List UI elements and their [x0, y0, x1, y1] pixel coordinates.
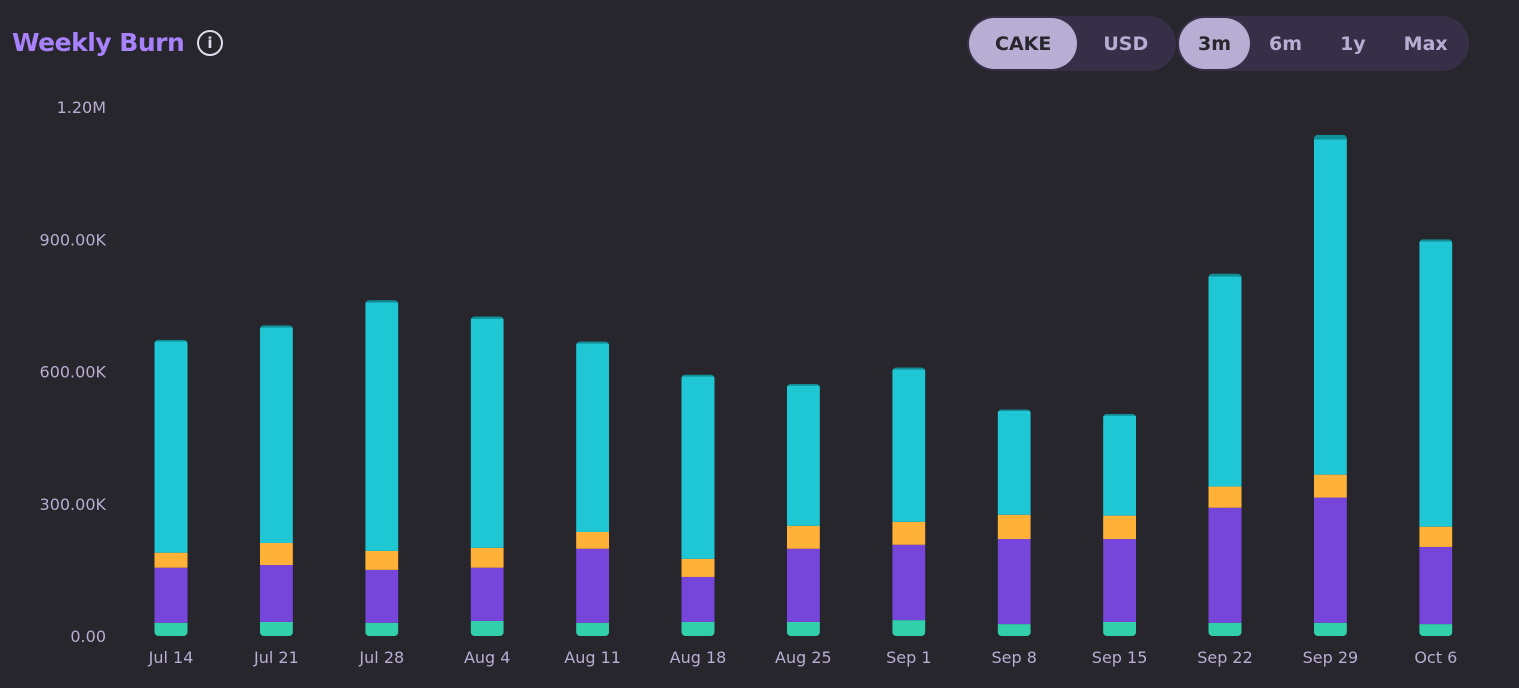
bar-segment-sep-1-s4[interactable]	[892, 367, 926, 370]
range-toggle: 3m 6m 1y Max	[1177, 16, 1469, 71]
bar-segment-aug-18-s3[interactable]	[681, 376, 715, 559]
bar-segment-aug-18-s1[interactable]	[681, 576, 715, 622]
x-tick-label: Sep 22	[1197, 648, 1253, 667]
bar-segment-oct-6-s1[interactable]	[1419, 546, 1453, 625]
bar-segment-sep-1-s3[interactable]	[892, 369, 926, 522]
bar-segment-sep-8-s4[interactable]	[997, 409, 1031, 411]
y-tick-label: 300.00K	[40, 495, 107, 514]
bar-segment-oct-6-s0[interactable]	[1419, 624, 1453, 636]
bar-segment-aug-11-s4[interactable]	[576, 341, 610, 344]
bar-segment-jul-21-s4[interactable]	[259, 325, 293, 328]
x-tick-label: Aug 25	[775, 648, 832, 667]
bar-segment-sep-8-s2[interactable]	[997, 514, 1031, 540]
bar-segment-sep-22-s3[interactable]	[1208, 276, 1242, 487]
bar-segment-jul-14-s3[interactable]	[154, 341, 188, 553]
x-tick-label: Jul 21	[253, 648, 299, 667]
bar-segment-sep-29-s2[interactable]	[1313, 474, 1347, 498]
bar-segment-sep-1-s2[interactable]	[892, 521, 926, 545]
bar-segment-aug-25-s4[interactable]	[786, 383, 820, 386]
bar-segment-jul-21-s3[interactable]	[259, 327, 293, 543]
x-tick-label: Aug 18	[670, 648, 727, 667]
bar-segment-sep-22-s2[interactable]	[1208, 486, 1242, 508]
bar-segment-aug-11-s0[interactable]	[576, 622, 610, 636]
range-option-1y[interactable]: 1y	[1340, 32, 1366, 55]
y-tick-label: 0.00	[70, 627, 106, 646]
bar-segment-sep-29-s4[interactable]	[1313, 134, 1347, 140]
x-tick-label: Sep 29	[1303, 648, 1359, 667]
range-option-max[interactable]: Max	[1403, 32, 1448, 55]
bar-segment-jul-28-s2[interactable]	[365, 550, 399, 570]
bar-segment-jul-28-s3[interactable]	[365, 302, 399, 551]
bar-segment-aug-18-s4[interactable]	[681, 374, 715, 377]
bar-segment-sep-8-s1[interactable]	[997, 539, 1031, 625]
currency-option-cake[interactable]: CAKE	[969, 18, 1078, 69]
bar-segment-sep-8-s0[interactable]	[997, 624, 1031, 636]
bar-segment-aug-11-s1[interactable]	[576, 548, 610, 623]
x-tick-label: Jul 14	[148, 648, 194, 667]
chart-title: Weekly Burn	[12, 28, 185, 57]
bar-segment-aug-4-s3[interactable]	[470, 318, 504, 548]
x-tick-label: Sep 1	[886, 648, 931, 667]
bar-segment-sep-15-s1[interactable]	[1103, 539, 1137, 622]
bar-segment-jul-14-s0[interactable]	[154, 622, 188, 636]
bar-segment-sep-8-s3[interactable]	[997, 410, 1031, 515]
range-option-3m[interactable]: 3m	[1179, 18, 1251, 69]
x-tick-label: Sep 15	[1092, 648, 1148, 667]
x-tick-label: Aug 11	[564, 648, 621, 667]
x-tick-label: Sep 8	[991, 648, 1036, 667]
y-tick-label: 1.20M	[57, 98, 106, 117]
x-tick-label: Oct 6	[1414, 648, 1457, 667]
bar-segment-sep-22-s1[interactable]	[1208, 507, 1242, 623]
x-tick-label: Aug 4	[464, 648, 511, 667]
range-option-6m[interactable]: 6m	[1269, 32, 1303, 55]
bar-segment-jul-28-s0[interactable]	[365, 622, 399, 636]
bar-segment-aug-18-s2[interactable]	[681, 558, 715, 577]
bar-segment-sep-22-s4[interactable]	[1208, 273, 1242, 277]
bar-segment-jul-28-s4[interactable]	[365, 300, 399, 303]
bar-segment-sep-15-s3[interactable]	[1103, 415, 1137, 516]
bar-segment-oct-6-s4[interactable]	[1419, 239, 1453, 242]
currency-option-usd[interactable]: USD	[1103, 32, 1149, 55]
bar-segment-aug-4-s1[interactable]	[470, 567, 504, 622]
bar-segment-aug-4-s0[interactable]	[470, 621, 504, 636]
y-tick-label: 900.00K	[40, 230, 107, 249]
bar-segment-oct-6-s2[interactable]	[1419, 526, 1453, 547]
bar-segment-aug-4-s2[interactable]	[470, 547, 504, 568]
bar-segment-aug-11-s2[interactable]	[576, 531, 610, 549]
y-tick-label: 600.00K	[40, 363, 107, 382]
bar-segment-sep-29-s1[interactable]	[1313, 497, 1347, 623]
bar-segment-sep-29-s3[interactable]	[1313, 139, 1347, 475]
bar-segment-jul-21-s2[interactable]	[259, 542, 293, 566]
x-tick-label: Jul 28	[358, 648, 404, 667]
bar-segment-jul-21-s1[interactable]	[259, 565, 293, 622]
currency-toggle: CAKE USD	[967, 16, 1177, 71]
bar-segment-sep-1-s1[interactable]	[892, 544, 926, 621]
bar-segment-aug-25-s1[interactable]	[786, 548, 820, 622]
bar-segment-oct-6-s3[interactable]	[1419, 241, 1453, 527]
bar-segment-aug-25-s2[interactable]	[786, 525, 820, 549]
bar-segment-sep-15-s4[interactable]	[1103, 413, 1137, 416]
bar-segment-jul-14-s2[interactable]	[154, 552, 188, 568]
bar-segment-aug-4-s4[interactable]	[470, 316, 504, 319]
info-icon[interactable]: i	[197, 30, 223, 56]
bar-segment-jul-28-s1[interactable]	[365, 569, 399, 623]
bar-segment-aug-11-s3[interactable]	[576, 343, 610, 532]
bar-segment-sep-22-s0[interactable]	[1208, 622, 1242, 636]
bar-segment-sep-15-s0[interactable]	[1103, 621, 1137, 636]
bar-segment-jul-21-s0[interactable]	[259, 621, 293, 636]
bar-segment-aug-25-s3[interactable]	[786, 385, 820, 526]
bar-segment-sep-1-s0[interactable]	[892, 620, 926, 636]
bar-segment-sep-29-s0[interactable]	[1313, 622, 1347, 636]
bar-segment-jul-14-s4[interactable]	[154, 339, 188, 342]
bar-segment-jul-14-s1[interactable]	[154, 567, 188, 623]
bar-segment-sep-15-s2[interactable]	[1103, 515, 1137, 540]
bar-segment-aug-25-s0[interactable]	[786, 621, 820, 636]
bar-segment-aug-18-s0[interactable]	[681, 621, 715, 636]
